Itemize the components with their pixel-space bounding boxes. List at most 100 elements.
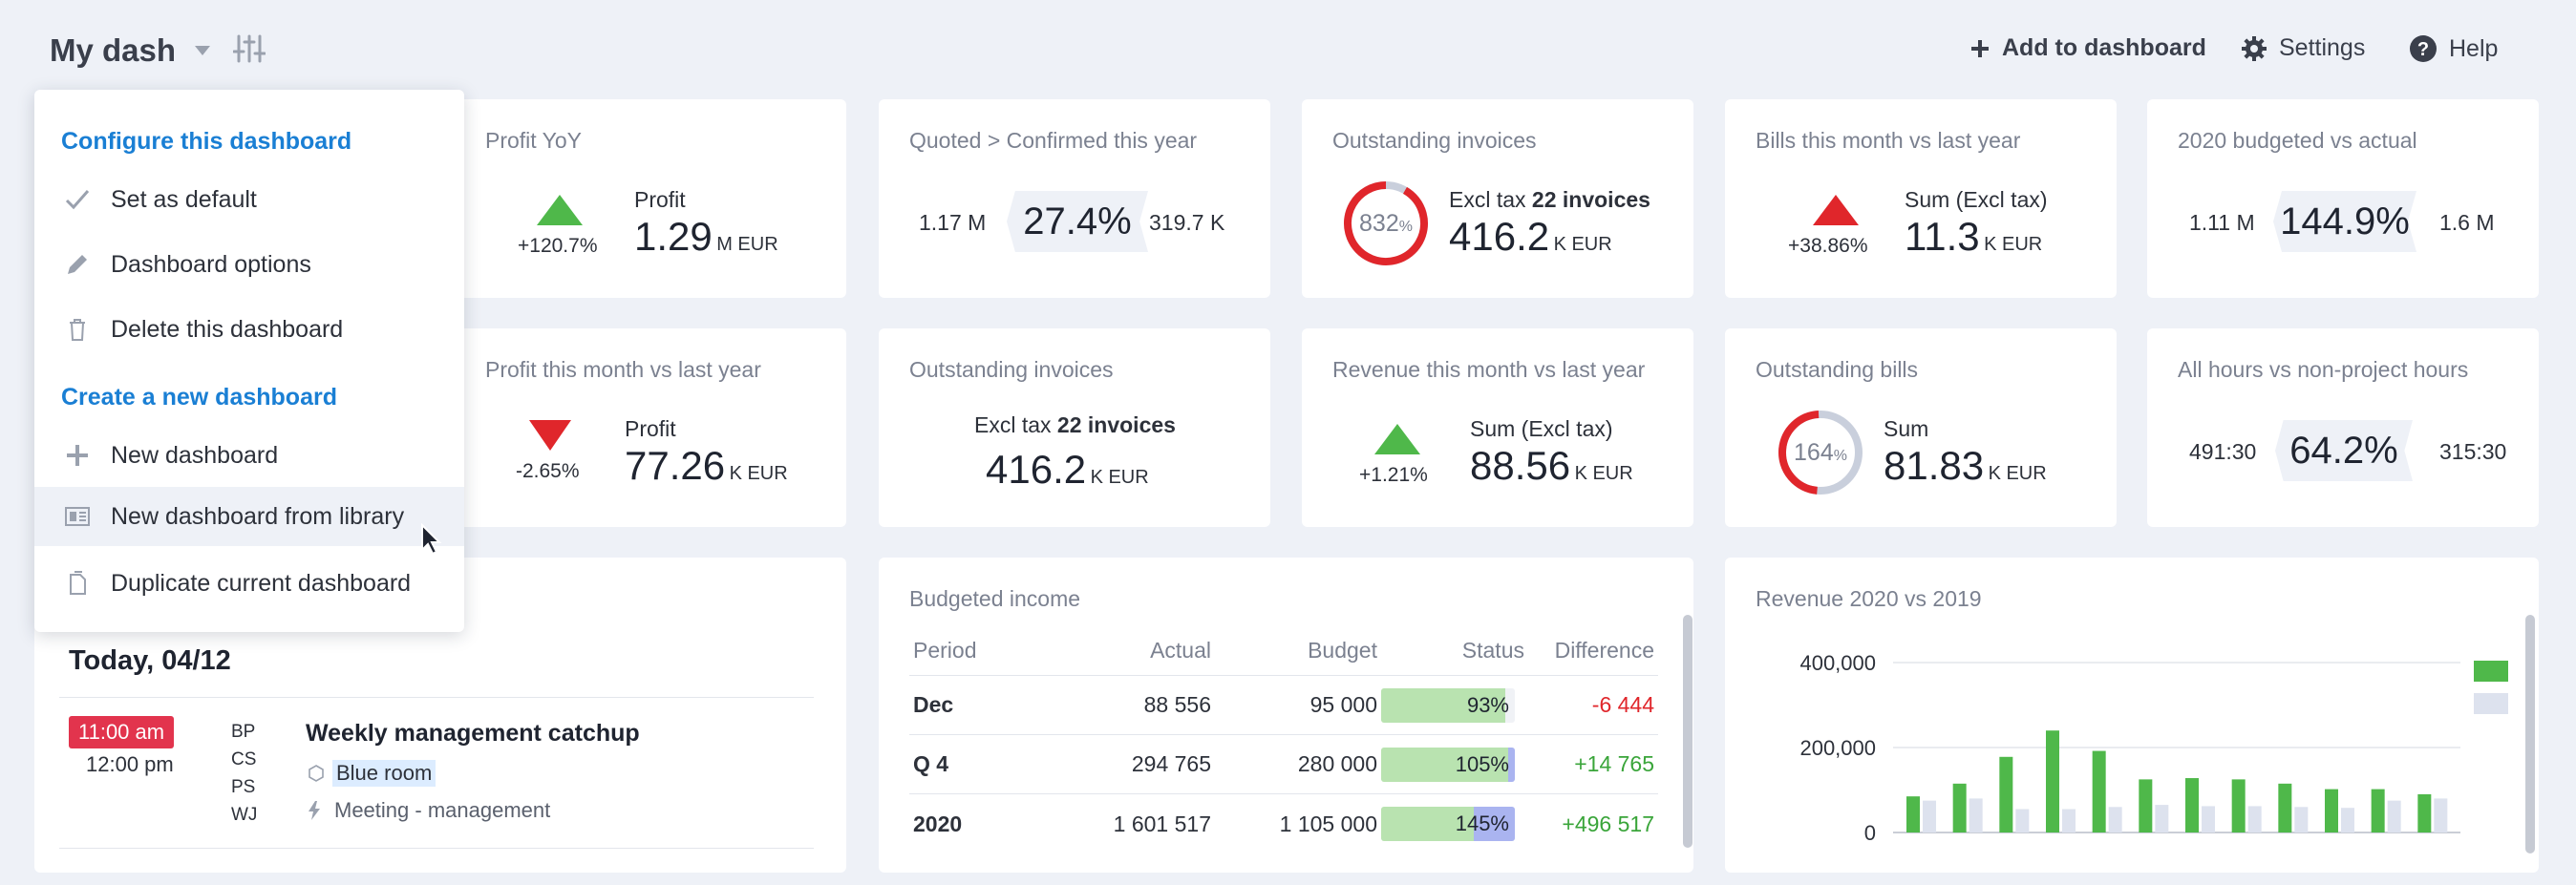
bar-2019[interactable]	[2247, 806, 2262, 832]
actual-cell: 88 556	[1143, 692, 1211, 717]
table-row[interactable]: 2020 1 601 517 1 105 000 145% +496 517	[909, 794, 1658, 853]
bar-2020[interactable]	[2371, 789, 2385, 832]
table-row[interactable]: Q 4 294 765 280 000 105% +14 765	[909, 735, 1658, 794]
legend-swatch[interactable]	[2474, 693, 2508, 714]
bar-2020[interactable]	[2417, 793, 2432, 832]
bar-2019[interactable]	[2434, 798, 2448, 832]
column-header[interactable]: Actual	[1150, 638, 1211, 663]
bar-2019[interactable]	[1969, 798, 1983, 832]
bar-2019[interactable]	[2155, 805, 2169, 832]
budget-cell: 280 000	[1297, 751, 1377, 776]
bar-2019[interactable]	[2062, 809, 2076, 832]
bar-2019[interactable]	[2341, 808, 2354, 832]
menu-item-new-dashboard[interactable]: New dashboard	[34, 426, 464, 485]
card-revenue-chart[interactable]: Revenue 2020 vs 2019 400,000 200,000 0	[1725, 558, 2539, 873]
metric-unit: K EUR	[1988, 463, 2047, 484]
menu-item-new-from-library[interactable]: New dashboard from library	[34, 487, 464, 546]
bar-2019[interactable]	[1923, 800, 1936, 832]
menu-label: Duplicate current dashboard	[111, 569, 412, 597]
bar-2020[interactable]	[2231, 779, 2246, 832]
divider	[59, 697, 814, 698]
bar-2019[interactable]	[2294, 807, 2309, 832]
copy-icon	[70, 571, 86, 595]
status-fill	[1381, 688, 1506, 723]
metric-value: 81.83	[1884, 443, 1985, 488]
dashboard-title[interactable]: My dash	[50, 32, 177, 68]
event-room[interactable]: Blue room	[332, 760, 436, 787]
scrollbar[interactable]	[1683, 615, 1692, 848]
scrollbar[interactable]	[2525, 615, 2535, 853]
help-button[interactable]: ? Help	[2409, 34, 2498, 63]
bar-2019[interactable]	[2387, 800, 2401, 832]
chart-title: Revenue 2020 vs 2019	[1756, 586, 1982, 611]
mouse-cursor-icon	[421, 523, 442, 556]
card-quoted-confirmed[interactable]: Quoted > Confirmed this year 1.17 M 27.4…	[879, 99, 1270, 298]
legend-swatch[interactable]	[2474, 661, 2508, 682]
card-budget-2020[interactable]: 2020 budgeted vs actual 1.11 M 144.9% 1.…	[2147, 99, 2539, 298]
metric-label: Profit	[634, 187, 686, 212]
bar-2020[interactable]	[1952, 783, 1967, 832]
change-percent: +38.86%	[1788, 235, 1868, 257]
bar-2019[interactable]	[2108, 807, 2122, 832]
status-bar: 93%	[1381, 688, 1515, 723]
column-header[interactable]: Budget	[1308, 638, 1377, 663]
metric-unit: K EUR	[1553, 234, 1612, 255]
card-outstanding-invoices[interactable]: Outstanding invoices 832% Excl tax 22 in…	[1302, 99, 1693, 298]
menu-item-set-default[interactable]: Set as default	[34, 170, 464, 229]
budget-cell: 1 105 000	[1279, 811, 1377, 836]
bar-2020[interactable]	[2278, 783, 2292, 832]
configure-heading: Configure this dashboard	[61, 128, 352, 155]
gear-icon	[2242, 35, 2267, 61]
card-outstanding-invoices-2[interactable]: Outstanding invoices Excl tax 22 invoice…	[879, 328, 1270, 527]
settings-button[interactable]: Settings	[2241, 34, 2365, 62]
column-header[interactable]: Difference	[1554, 638, 1654, 663]
bar-2019[interactable]	[2015, 809, 2030, 832]
menu-item-delete-dashboard[interactable]: Delete this dashboard	[34, 300, 464, 359]
card-title: Revenue this month vs last year	[1332, 357, 1646, 382]
bar-2020[interactable]	[2185, 778, 2199, 832]
ring-value: 832	[1359, 210, 1399, 237]
card-outstanding-bills[interactable]: Outstanding bills 164% Sum 81.83 K EUR	[1725, 328, 2117, 527]
add-to-dashboard-button[interactable]: Add to dashboard	[1969, 34, 2206, 62]
event-title[interactable]: Weekly management catchup	[306, 720, 640, 747]
card-revenue-month[interactable]: Revenue this month vs last year +1.21% S…	[1302, 328, 1693, 527]
metric-label: Sum (Excl tax)	[1470, 416, 1613, 441]
y-tick-label: 400,000	[1799, 651, 1876, 675]
period-cell: Dec	[913, 692, 954, 717]
menu-label: Set as default	[111, 185, 257, 213]
card-hours[interactable]: All hours vs non-project hours 491:30 64…	[2147, 328, 2539, 527]
lightning-icon	[309, 801, 320, 820]
card-budgeted-income[interactable]: Budgeted income Period Actual Budget Sta…	[879, 558, 1693, 873]
bar-2020[interactable]	[2092, 750, 2106, 832]
bar-2020[interactable]	[2139, 779, 2153, 832]
status-over-fill	[1508, 748, 1515, 782]
attendee-initials: BP	[231, 722, 256, 742]
bar-2020[interactable]	[1999, 756, 2013, 832]
table-header-row: Period Actual Budget Status Difference	[909, 626, 1658, 676]
help-icon: ?	[2410, 35, 2437, 62]
card-title: Bills this month vs last year	[1756, 128, 2021, 153]
card-bills-month[interactable]: Bills this month vs last year +38.86% Su…	[1725, 99, 2117, 298]
dashboard-switch-caret-icon[interactable]	[195, 46, 210, 55]
column-header[interactable]: Period	[913, 638, 977, 663]
table-row[interactable]: Dec 88 556 95 000 93% -6 444	[909, 676, 1658, 735]
bar-2020[interactable]	[2046, 730, 2059, 832]
attendee-initials: PS	[231, 777, 256, 797]
metric-value: 88.56	[1470, 443, 1571, 488]
plus-icon	[67, 445, 88, 466]
compare-left-value: 491:30	[2189, 439, 2257, 464]
bar-2020[interactable]	[2325, 789, 2338, 832]
dashboard-menu: Configure this dashboard Set as default …	[34, 90, 464, 632]
metric-unit: M EUR	[716, 234, 778, 255]
down-arrow-icon	[529, 420, 571, 451]
bar-2020[interactable]	[1906, 796, 1920, 832]
bar-2019[interactable]	[2202, 806, 2215, 832]
sliders-icon[interactable]	[233, 34, 266, 63]
column-header[interactable]: Status	[1461, 638, 1524, 663]
menu-item-dashboard-options[interactable]: Dashboard options	[34, 235, 464, 294]
menu-item-duplicate[interactable]: Duplicate current dashboard	[34, 554, 464, 613]
card-title: Outstanding invoices	[909, 357, 1114, 382]
event-type: Meeting - management	[334, 798, 551, 822]
metric-value: 77.26	[625, 443, 726, 488]
period-cell: Q 4	[913, 751, 949, 776]
